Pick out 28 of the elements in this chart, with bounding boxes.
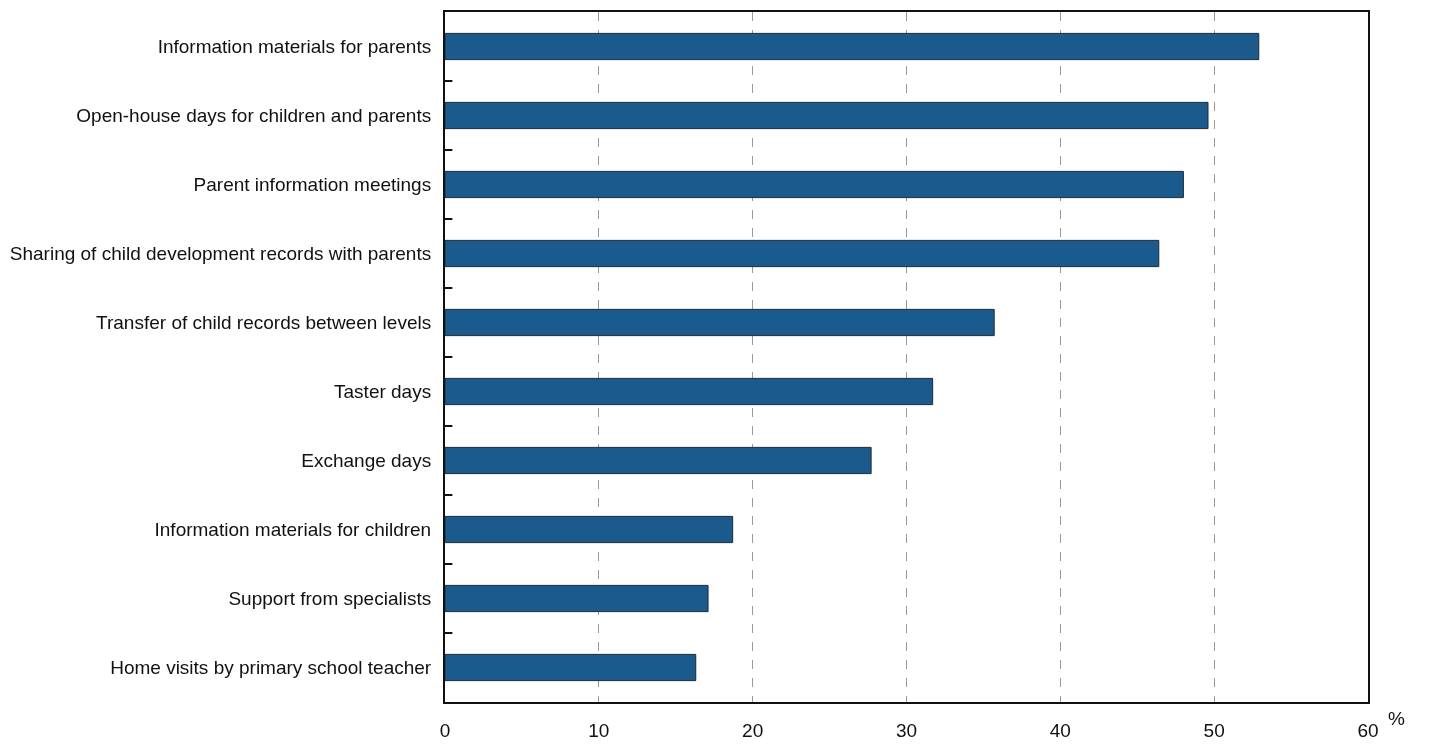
y-tick-label: Information materials for parents <box>157 36 432 58</box>
x-tick-label: 10 <box>588 719 610 741</box>
x-tick-label: 20 <box>742 719 764 741</box>
bar <box>445 32 1260 61</box>
y-tick-label: Information materials for children <box>154 519 432 541</box>
y-tick-label: Support from specialists <box>228 588 432 610</box>
y-tick-label: Transfer of child records between levels <box>96 312 432 334</box>
x-tick-label: 60 <box>1357 719 1379 741</box>
x-tick-label: 50 <box>1203 719 1225 741</box>
x-axis-title: % <box>1388 708 1405 729</box>
y-tick-label: Home visits by primary school teacher <box>110 657 432 679</box>
y-tick-label: Sharing of child development records with parents <box>9 243 432 265</box>
bar <box>445 170 1184 199</box>
bar <box>445 377 934 406</box>
bar <box>445 101 1209 130</box>
x-tick-label: 30 <box>895 719 918 741</box>
bar <box>445 446 872 475</box>
x-tick-label: 0 <box>439 719 451 741</box>
y-tick-label: Parent information meetings <box>193 174 432 196</box>
bar <box>445 584 709 613</box>
bar <box>445 515 734 544</box>
bar <box>445 239 1160 268</box>
x-tick-label: 40 <box>1049 719 1071 741</box>
bar <box>445 308 995 337</box>
bar <box>445 653 697 682</box>
y-tick-label: Exchange days <box>301 450 432 472</box>
y-tick-label: Taster days <box>334 381 432 403</box>
y-tick-label: Open-house days for children and parents <box>76 105 432 127</box>
